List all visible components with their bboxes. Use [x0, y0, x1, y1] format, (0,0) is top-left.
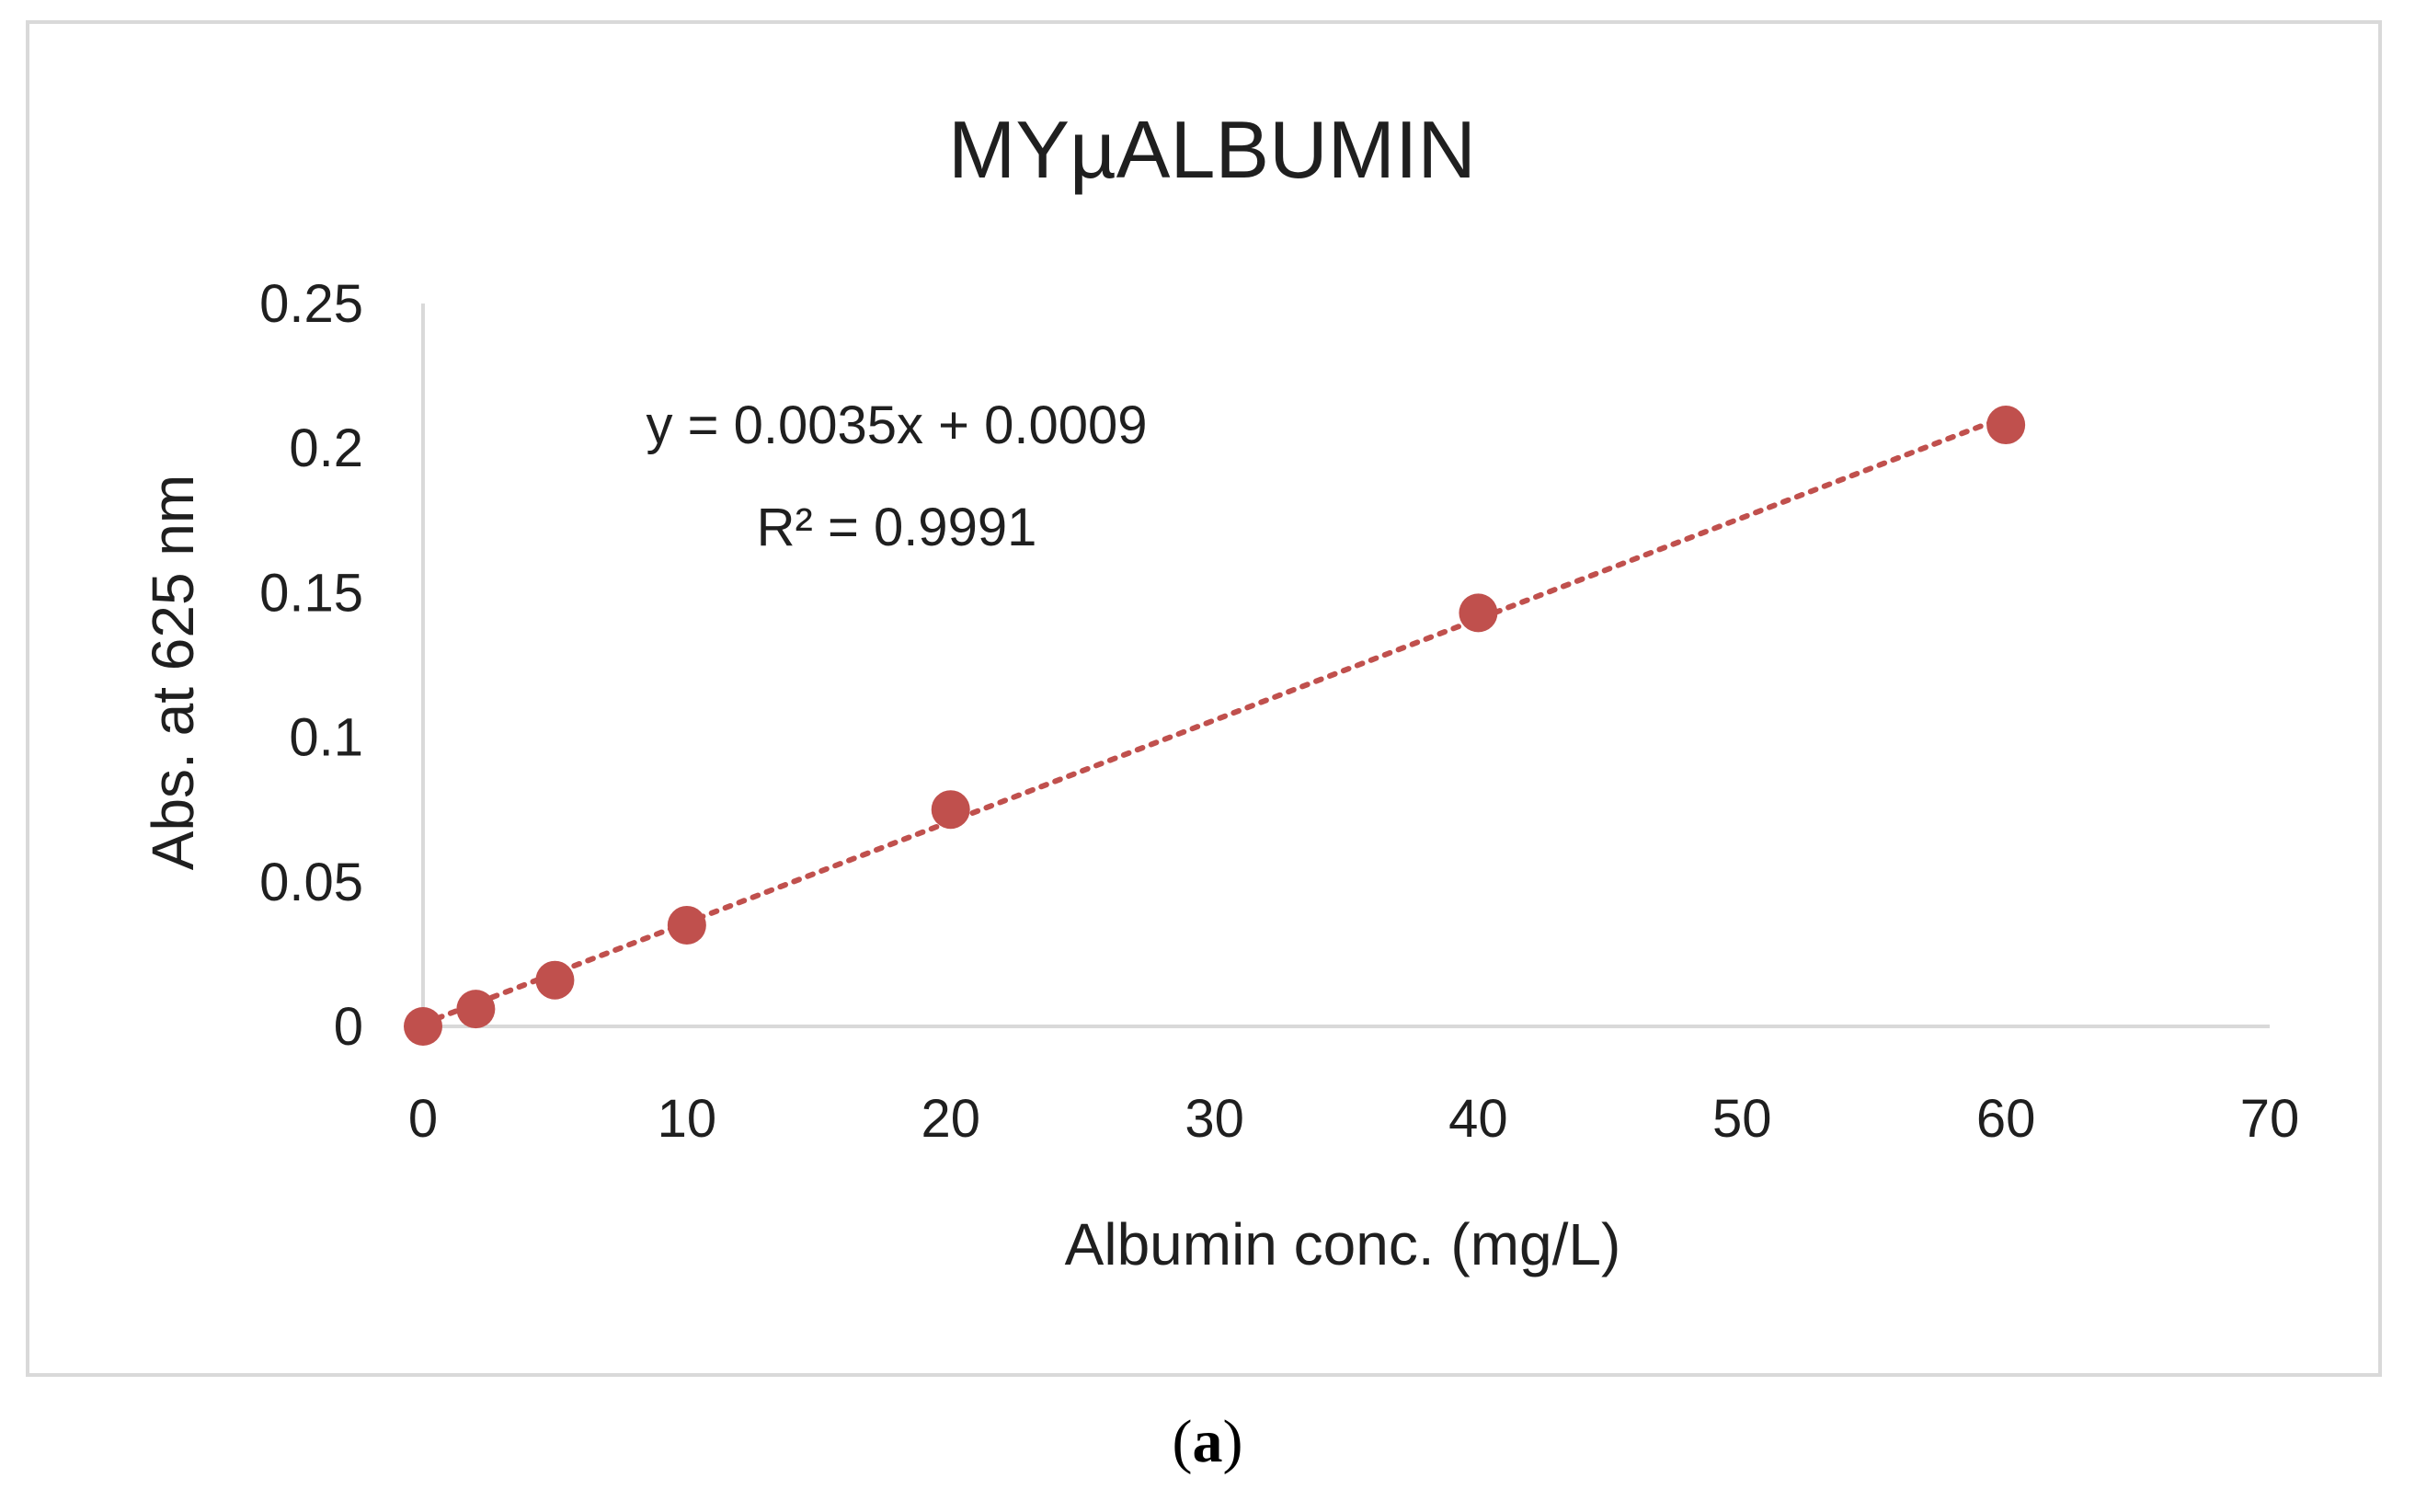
trendline-equation: y = 0.0035x + 0.0009	[647, 395, 1148, 455]
x-tick-label: 10	[658, 1089, 717, 1149]
x-axis-title: Albumin conc. (mg/L)	[1065, 1211, 1621, 1277]
trendline	[420, 413, 2009, 1027]
x-tick-label: 70	[2240, 1089, 2300, 1149]
y-tick-label: 0.1	[289, 708, 363, 768]
data-point	[535, 960, 575, 1000]
y-tick-labels: 0 0.05 0.1 0.15 0.2 0.25	[259, 274, 363, 1057]
x-tick-label: 40	[1448, 1089, 1508, 1149]
data-point	[1986, 406, 2026, 445]
x-tick-label: 0	[408, 1089, 438, 1149]
caption-open-paren: (	[1172, 1408, 1193, 1475]
data-point	[667, 905, 706, 945]
x-tick-label: 50	[1712, 1089, 1772, 1149]
y-tick-label: 0.25	[259, 274, 363, 334]
axes	[421, 304, 2270, 1028]
data-point	[404, 1007, 442, 1046]
trendline-group	[420, 413, 2009, 1027]
y-tick-label: 0.05	[259, 853, 363, 912]
chart-title: MYµALBUMIN	[948, 104, 1476, 195]
y-tick-label: 0.15	[259, 563, 363, 623]
y-axis-title: Abs. at 625 nm	[140, 475, 206, 870]
caption-letter: a	[1192, 1408, 1223, 1475]
data-points	[404, 406, 2026, 1046]
y-tick-label: 0	[334, 997, 363, 1057]
data-point	[1459, 593, 1498, 633]
figure-caption: (a)	[0, 1407, 2415, 1477]
x-tick-labels: 0 10 20 30 40 50 60 70	[408, 1089, 2299, 1149]
trendline-r-squared: R² = 0.9991	[757, 498, 1037, 557]
chart: MYµALBUMIN 0 0.05 0.1 0.15 0.2 0.25 0 10 20 30 40…	[140, 104, 2299, 1277]
x-tick-label: 30	[1185, 1089, 1244, 1149]
y-tick-label: 0.2	[289, 418, 363, 478]
chart-frame	[26, 20, 2382, 1377]
data-point	[456, 990, 496, 1029]
x-tick-label: 20	[921, 1089, 980, 1149]
caption-close-paren: )	[1222, 1408, 1243, 1475]
data-point	[931, 790, 970, 830]
x-tick-label: 60	[1976, 1089, 2036, 1149]
